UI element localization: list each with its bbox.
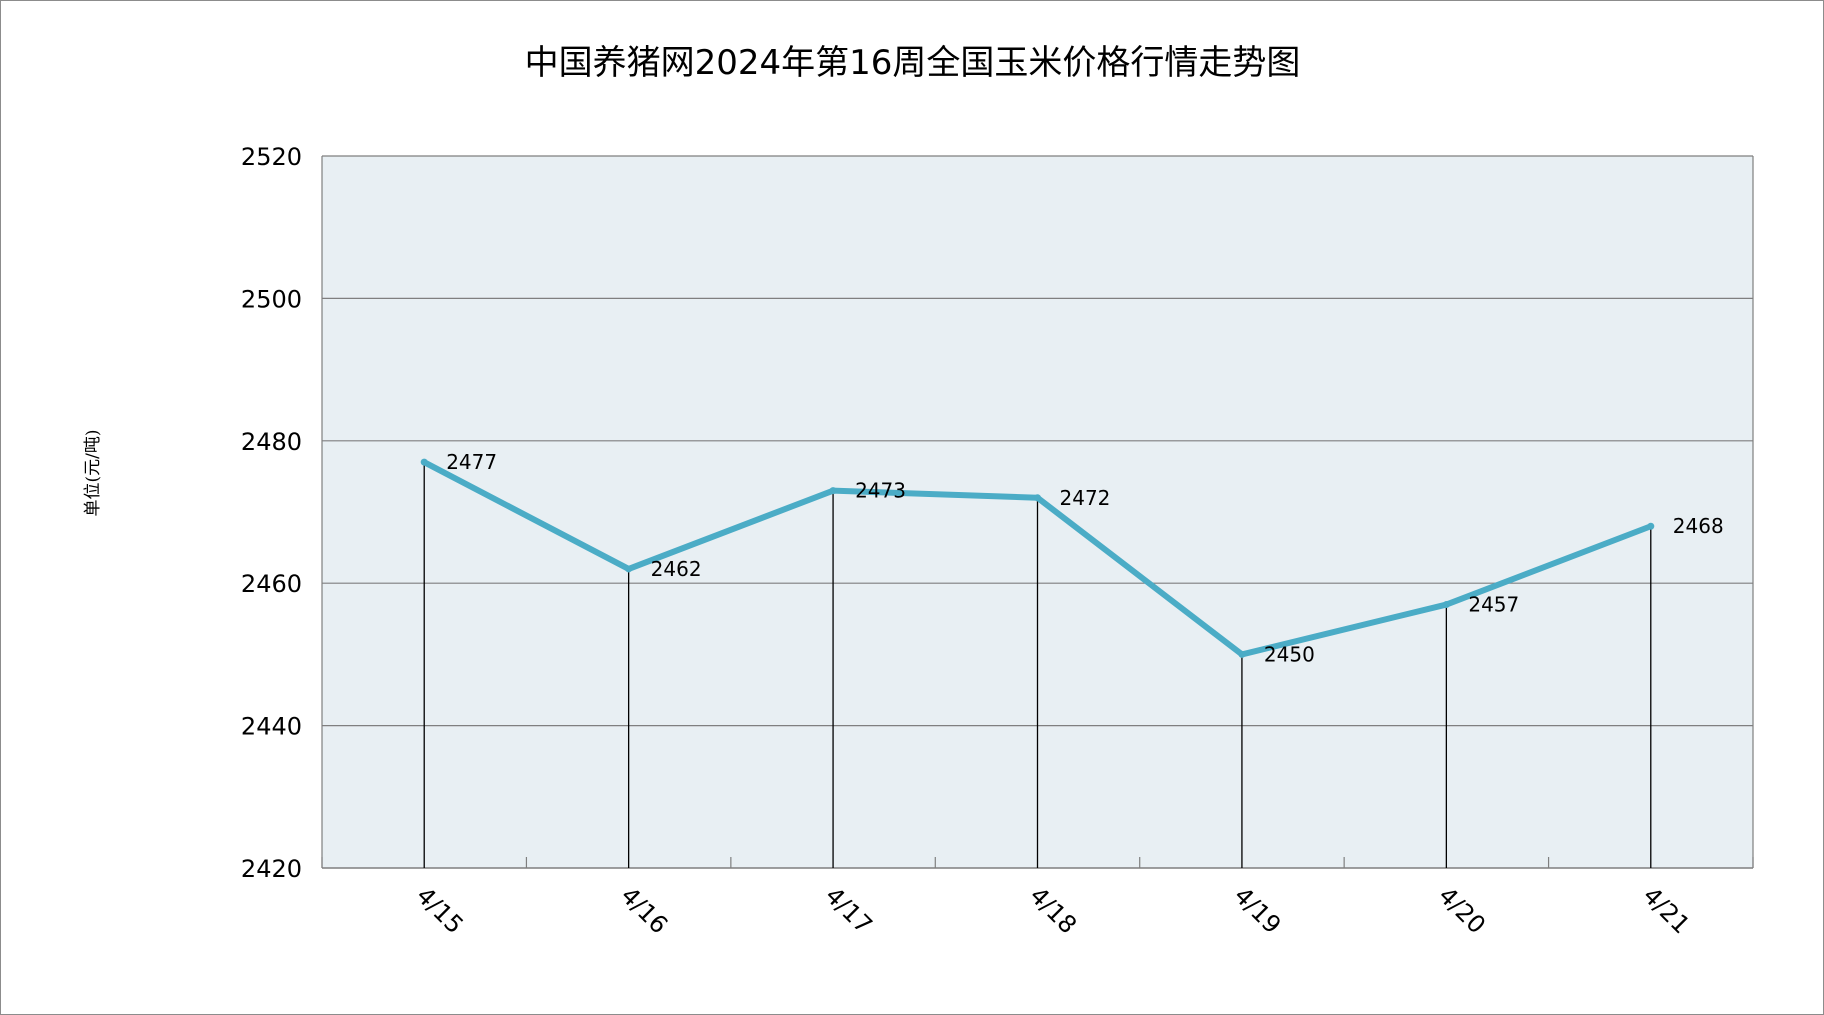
x-tick-label: 4/15 bbox=[411, 881, 469, 939]
y-tick-label: 2420 bbox=[241, 855, 302, 883]
y-axis-ticks: 2420 2440 2460 2480 2500 2520 bbox=[241, 143, 302, 883]
data-label: 2477 bbox=[446, 450, 497, 474]
x-tick-label: 4/17 bbox=[820, 881, 878, 939]
data-label: 2462 bbox=[651, 557, 702, 581]
x-tick-label: 4/16 bbox=[615, 881, 673, 939]
data-labels: 2477 2462 2473 2472 2450 2457 2468 bbox=[446, 450, 1723, 666]
x-tick-label: 4/19 bbox=[1229, 881, 1287, 939]
y-tick-label: 2480 bbox=[241, 428, 302, 456]
data-point bbox=[420, 458, 428, 466]
data-label: 2472 bbox=[1060, 486, 1111, 510]
data-point bbox=[625, 565, 633, 573]
data-label: 2473 bbox=[855, 479, 906, 503]
series-group bbox=[420, 458, 1655, 658]
data-label: 2457 bbox=[1468, 593, 1519, 617]
x-tick-label: 4/18 bbox=[1024, 881, 1082, 939]
y-tick-label: 2500 bbox=[241, 285, 302, 313]
y-tick-label: 2520 bbox=[241, 143, 302, 171]
drop-lines bbox=[423, 462, 1652, 868]
x-axis: 4/15 4/16 4/17 4/18 4/19 4/20 4/21 bbox=[321, 857, 1754, 939]
y-tick-label: 2440 bbox=[241, 713, 302, 741]
data-point bbox=[1238, 650, 1246, 658]
data-label: 2450 bbox=[1264, 642, 1315, 666]
data-point bbox=[1442, 601, 1450, 609]
x-tick-label: 4/21 bbox=[1637, 881, 1695, 939]
data-point bbox=[1034, 494, 1041, 502]
x-tick-label: 4/20 bbox=[1433, 881, 1491, 939]
data-point bbox=[829, 487, 837, 495]
y-tick-label: 2460 bbox=[241, 570, 302, 598]
data-label: 2468 bbox=[1673, 514, 1724, 538]
data-point bbox=[1647, 522, 1655, 530]
y-axis-label: 单位(元/吨) bbox=[83, 430, 103, 517]
chart-title: 中国养猪网2024年第16周全国玉米价格行情走势图 bbox=[525, 43, 1301, 83]
